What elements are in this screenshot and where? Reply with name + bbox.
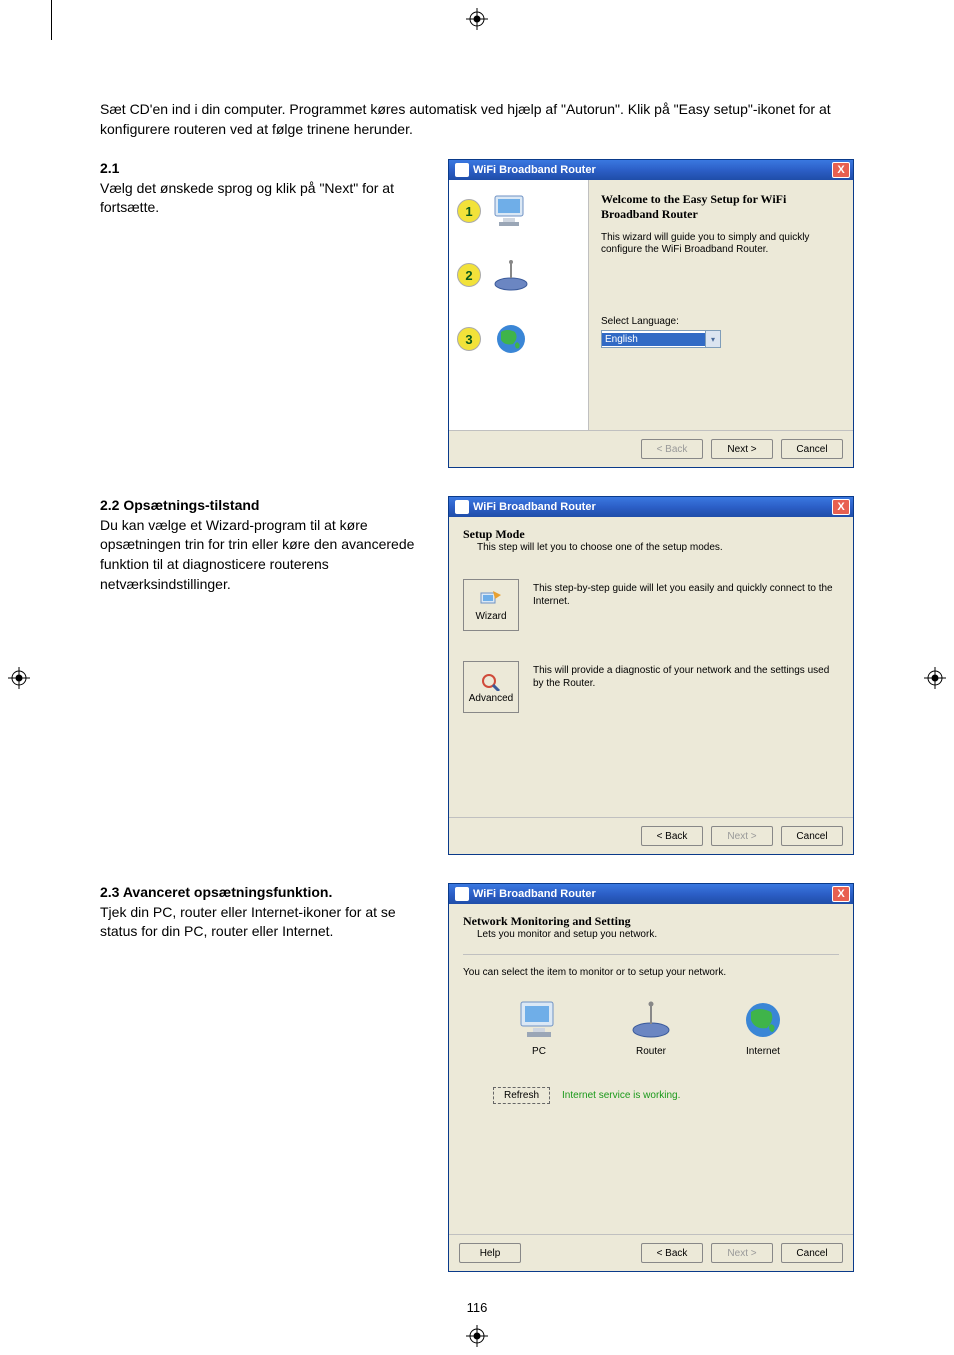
page-number: 116 xyxy=(100,1300,854,1315)
close-button[interactable]: X xyxy=(832,499,850,515)
window-1: WiFi Broadband Router X 1 2 xyxy=(448,159,854,468)
section-23-row: 2.3 Avanceret opsætningsfunktion. Tjek d… xyxy=(100,883,854,1272)
monitoring-instruction: You can select the item to monitor or to… xyxy=(463,967,839,978)
step-number: 2 xyxy=(457,263,481,287)
divider xyxy=(463,954,839,955)
crop-mark xyxy=(44,0,52,40)
advanced-mode-button[interactable]: Advanced xyxy=(463,661,519,713)
internet-label: Internet xyxy=(746,1046,780,1057)
close-icon: X xyxy=(837,501,844,513)
window-2: WiFi Broadband Router X Setup Mode This … xyxy=(448,496,854,855)
router-icon xyxy=(627,1000,675,1040)
language-label: Select Language: xyxy=(601,316,841,327)
language-select[interactable]: English ▾ xyxy=(601,330,721,348)
advanced-icon xyxy=(479,671,503,691)
step-1: 1 xyxy=(457,194,533,228)
pc-item[interactable]: PC xyxy=(515,1000,563,1057)
pc-icon xyxy=(489,194,533,228)
router-label: Router xyxy=(636,1046,666,1057)
step-2: 2 xyxy=(457,258,533,292)
back-button[interactable]: < Back xyxy=(641,439,703,459)
help-button[interactable]: Help xyxy=(459,1243,521,1263)
section-23-body: Tjek din PC, router eller Internet-ikone… xyxy=(100,904,396,940)
app-icon xyxy=(455,887,469,901)
monitoring-heading: Network Monitoring and Setting xyxy=(463,914,839,929)
language-value: English xyxy=(602,333,705,346)
next-button[interactable]: Next > xyxy=(711,439,773,459)
pc-label: PC xyxy=(532,1046,546,1057)
wizard-label: Wizard xyxy=(475,611,506,622)
window-3: WiFi Broadband Router X Network Monitori… xyxy=(448,883,854,1272)
window-title: WiFi Broadband Router xyxy=(473,888,832,900)
registration-mark-icon xyxy=(466,1325,488,1347)
setup-mode-sub: This step will let you to choose one of … xyxy=(477,542,839,553)
section-21-row: 2.1 Vælg det ønskede sprog og klik på "N… xyxy=(100,159,854,468)
titlebar: WiFi Broadband Router X xyxy=(449,497,853,517)
cancel-button[interactable]: Cancel xyxy=(781,826,843,846)
next-button[interactable]: Next > xyxy=(711,826,773,846)
next-button[interactable]: Next > xyxy=(711,1243,773,1263)
refresh-button[interactable]: Refresh xyxy=(493,1087,550,1104)
section-23-heading: 2.3 Avanceret opsætningsfunktion. xyxy=(100,884,332,900)
monitoring-sub: Lets you monitor and setup you network. xyxy=(477,929,839,940)
internet-item[interactable]: Internet xyxy=(739,1000,787,1057)
close-button[interactable]: X xyxy=(832,886,850,902)
globe-icon xyxy=(489,322,533,356)
window-title: WiFi Broadband Router xyxy=(473,164,832,176)
welcome-heading: Welcome to the Easy Setup for WiFi Broad… xyxy=(601,192,841,222)
step-3: 3 xyxy=(457,322,533,356)
back-button[interactable]: < Back xyxy=(641,826,703,846)
section-22-row: 2.2 Opsætnings-tilstand Du kan vælge et … xyxy=(100,496,854,855)
wizard-description: This step-by-step guide will let you eas… xyxy=(533,579,839,608)
titlebar: WiFi Broadband Router X xyxy=(449,884,853,904)
advanced-label: Advanced xyxy=(469,693,513,704)
setup-mode-heading: Setup Mode xyxy=(463,527,839,542)
step-number: 1 xyxy=(457,199,481,223)
registration-mark-icon xyxy=(8,667,30,689)
section-22-heading: 2.2 Opsætnings-tilstand xyxy=(100,497,259,513)
window-title: WiFi Broadband Router xyxy=(473,501,832,513)
pc-icon xyxy=(515,1000,563,1040)
globe-icon xyxy=(739,1000,787,1040)
section-22-body: Du kan vælge et Wizard-program til at kø… xyxy=(100,517,414,592)
welcome-description: This wizard will guide you to simply and… xyxy=(601,232,841,256)
intro-text: Sæt CD'en ind i din computer. Programmet… xyxy=(100,100,854,139)
close-icon: X xyxy=(837,888,844,900)
close-button[interactable]: X xyxy=(832,162,850,178)
titlebar: WiFi Broadband Router X xyxy=(449,160,853,180)
router-icon xyxy=(489,258,533,292)
section-21-body: Vælg det ønskede sprog og klik på "Next"… xyxy=(100,180,394,216)
chevron-down-icon: ▾ xyxy=(705,331,720,347)
back-button[interactable]: < Back xyxy=(641,1243,703,1263)
wizard-mode-button[interactable]: Wizard xyxy=(463,579,519,631)
registration-mark-icon xyxy=(466,8,488,30)
advanced-description: This will provide a diagnostic of your n… xyxy=(533,661,839,690)
status-text: Internet service is working. xyxy=(562,1090,680,1101)
step-number: 3 xyxy=(457,327,481,351)
app-icon xyxy=(455,163,469,177)
wizard-steps-panel: 1 2 3 xyxy=(449,180,589,430)
registration-mark-icon xyxy=(924,667,946,689)
app-icon xyxy=(455,500,469,514)
cancel-button[interactable]: Cancel xyxy=(781,439,843,459)
cancel-button[interactable]: Cancel xyxy=(781,1243,843,1263)
wizard-icon xyxy=(479,589,503,609)
router-item[interactable]: Router xyxy=(627,1000,675,1057)
section-21-heading: 2.1 xyxy=(100,160,119,176)
close-icon: X xyxy=(837,164,844,176)
